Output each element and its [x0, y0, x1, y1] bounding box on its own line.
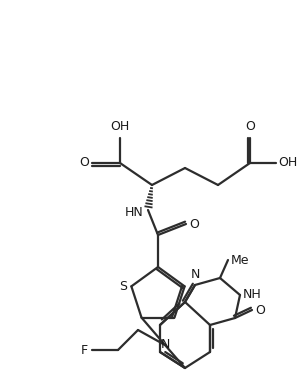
Text: Me: Me	[231, 254, 249, 266]
Text: N: N	[160, 339, 170, 351]
Text: N: N	[190, 268, 200, 282]
Text: OH: OH	[278, 156, 298, 170]
Text: O: O	[255, 303, 265, 317]
Text: O: O	[189, 218, 199, 230]
Text: HN: HN	[124, 206, 143, 218]
Text: NH: NH	[243, 289, 261, 301]
Text: F: F	[80, 344, 88, 356]
Text: O: O	[79, 156, 89, 170]
Text: OH: OH	[110, 121, 130, 133]
Text: S: S	[119, 280, 128, 293]
Text: O: O	[245, 121, 255, 133]
